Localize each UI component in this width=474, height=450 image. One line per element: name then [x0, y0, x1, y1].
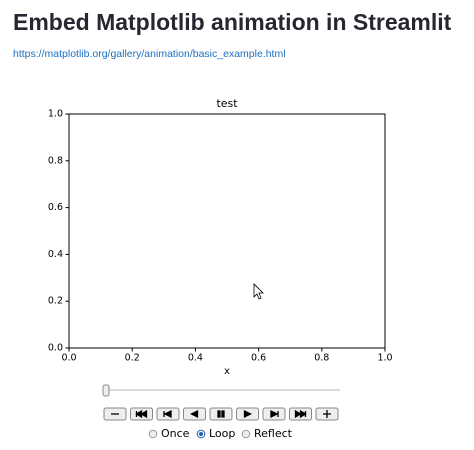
radio-label: Reflect [254, 427, 293, 440]
y-tick-label: 0.4 [48, 249, 63, 260]
mode-radios: Once Loop Reflect [148, 427, 293, 440]
button-icon [135, 409, 148, 419]
y-tick-label: 0.0 [48, 343, 63, 354]
chart-title: test [216, 97, 238, 110]
plot-frame [68, 113, 386, 349]
slider-thumb[interactable] [102, 384, 110, 397]
radio-label: Once [161, 427, 190, 440]
x-tick-label: 0.0 [61, 353, 76, 364]
button-icon [163, 409, 172, 419]
y-tick-label: 0.6 [48, 202, 63, 213]
radio-dot [199, 432, 203, 436]
button-icon [323, 410, 331, 418]
button-icon [217, 410, 225, 418]
y-tick-label: 0.8 [48, 155, 63, 166]
x-tick-label: 1.0 [377, 353, 392, 364]
button-icon [190, 409, 199, 419]
mouse-cursor [253, 283, 264, 300]
x-tick-label: 0.8 [314, 353, 329, 364]
button-icon [243, 409, 252, 419]
page-title: Embed Matplotlib animation in Streamlit [13, 9, 452, 35]
player-button[interactable] [209, 407, 233, 421]
link[interactable]: https://matplotlib.org/gallery/animation… [13, 48, 286, 60]
y-tick-label: 1.0 [48, 109, 63, 120]
radio-button[interactable] [241, 429, 251, 439]
x-axis-label: x [224, 366, 230, 377]
y-tick-label: 0.2 [48, 296, 63, 307]
button-icon [294, 409, 307, 419]
radio-button[interactable] [148, 429, 158, 439]
button-icon [270, 409, 279, 419]
radio-label: Loop [209, 427, 235, 440]
x-tick-label: 0.6 [251, 353, 266, 364]
x-tick-label: 0.4 [188, 353, 203, 364]
x-tick-label: 0.2 [125, 353, 140, 364]
player-buttons [103, 407, 339, 421]
